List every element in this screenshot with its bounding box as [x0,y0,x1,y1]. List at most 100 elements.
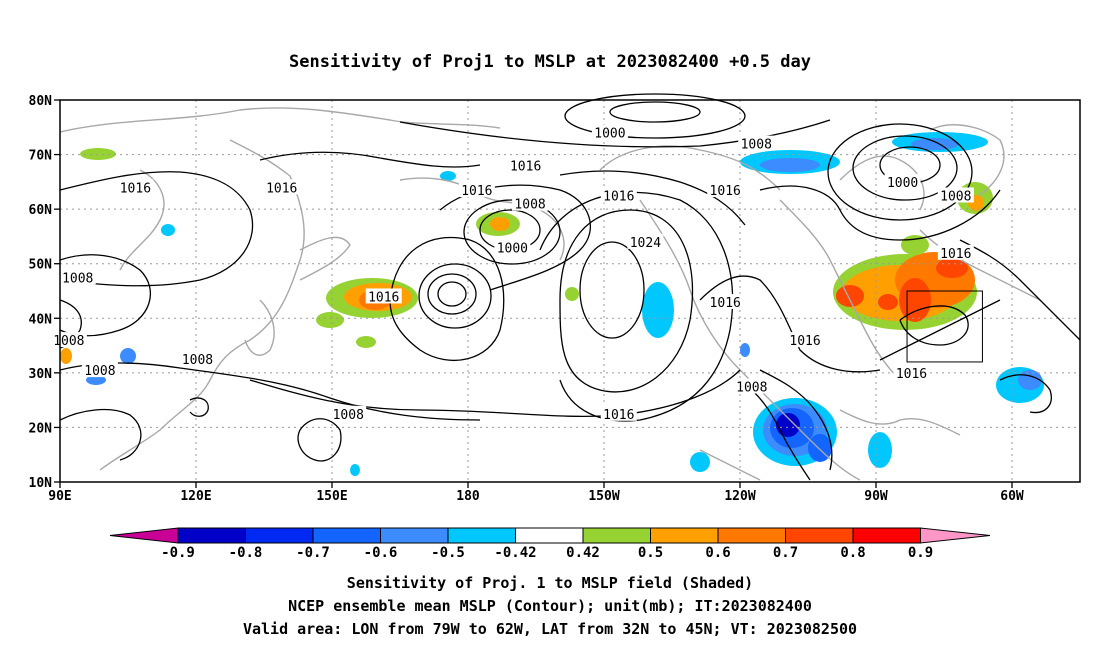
caption-line-2: NCEP ensemble mean MSLP (Contour); unit(… [288,597,812,615]
longitude-axis: 90E 120E 150E 180 150W 120W 90W 60W [48,482,1024,504]
contour-label-text: 1008 [514,198,545,213]
lon-tick-label: 90E [48,489,71,504]
colorbar-max-arrow [920,527,991,544]
contour-label: 1000 [591,124,628,142]
colorbar-tick-label: 0.6 [705,545,730,561]
map-area: 1000 1008 1016 1016 1000 1008 1016 1016 1016 1008… [50,93,1081,483]
contour-label: 1024 [627,233,664,251]
colorbar-segment [785,527,854,544]
contour-label: 1008 [81,362,118,379]
colorbar-segment [515,527,584,544]
contour-label-text: 1016 [710,184,741,199]
contour-label: 1008 [733,378,770,396]
contour-label-text: 1016 [710,296,741,311]
colorbar-tick-label: -0.6 [364,545,398,561]
contour-label-text: 1016 [940,247,971,262]
colorbar-segment [447,527,516,544]
contour-label-text: 1024 [630,236,661,251]
colorbar-tick-label: 0.42 [566,545,600,561]
colorbar-tick-label: 0.9 [908,545,933,561]
contour-label-text: 1016 [510,159,541,174]
lat-tick-label: 30N [29,367,53,382]
lon-tick-label: 150E [316,489,347,504]
lat-tick-label: 20N [29,421,53,436]
contour-label: 1016 [458,182,495,199]
lat-tick-label: 10N [29,476,53,491]
contour-label-text: 1016 [266,181,297,196]
caption-line-3: Valid area: LON from 79W to 62W, LAT fro… [242,620,858,638]
colorbar-segment [245,527,314,544]
contour-label: 1016 [707,293,744,311]
colorbar-segment [650,527,719,544]
contour-label-text: 1016 [896,367,927,382]
colorbar-tick-label: 0.8 [840,545,865,561]
contour-label-text: 1008 [182,353,213,368]
colorbar-segment [717,527,786,544]
contour-label-text: 1008 [84,364,115,379]
lat-tick-label: 70N [29,149,53,164]
contour-label-text: 1016 [603,190,634,205]
lon-tick-label: 120W [724,489,755,504]
contour-label: 1016 [600,405,637,423]
lon-tick-label: 150W [588,489,619,504]
lat-tick-label: 50N [29,258,53,273]
coastlines [59,107,1041,481]
contour-label-text: 1016 [368,290,399,305]
lon-tick-label: 120E [180,489,211,504]
valid-area-box [906,290,983,363]
contour-label: 1016 [365,288,402,305]
lon-tick-label: 180 [456,489,480,504]
contour-label-text: 1008 [333,408,364,423]
contour-label-text: 1008 [741,138,772,153]
colorbar-min-arrow [109,527,179,544]
latitude-axis: 80N 70N 60N 50N 40N 30N 20N 10N [29,94,60,491]
contour-label: 1008 [179,351,216,368]
colorbar-tick-label: 0.5 [638,545,663,561]
lat-tick-label: 40N [29,312,53,327]
contour-label-text: 1008 [62,271,93,286]
colorbar-segment [380,527,449,544]
colorbar-segment [312,527,381,544]
map-title: Sensitivity of Proj1 to MSLP at 20230824… [289,52,811,72]
contour-label: 1016 [787,332,824,349]
contour-label-text: 1016 [461,184,492,199]
lon-tick-label: 60W [1000,489,1024,504]
contour-label-text: 1008 [736,381,767,396]
colorbar: -0.9 -0.8 -0.7 -0.6 -0.5 -0.42 0.42 0.5 0.6 0.7 0.… [109,527,991,561]
contour-label: 1016 [117,179,154,196]
contour-label: 1016 [707,182,744,199]
contour-label: 1016 [600,187,637,205]
contour-label: 1016 [937,244,974,262]
contour-label-text: 1008 [940,190,971,205]
contour-labels: 1000 1008 1016 1016 1000 1008 1016 1016 1016 1008… [50,124,974,423]
contour-label: 1000 [494,239,531,256]
colorbar-tick-label: -0.9 [161,545,195,561]
colorbar-segment [582,527,651,544]
colorbar-tick-label: -0.8 [229,545,263,561]
lat-tick-label: 60N [29,203,53,218]
contour-label: 1016 [263,179,300,196]
colorbar-tick-label: -0.42 [494,545,536,561]
contour-label-text: 1000 [887,176,918,191]
contour-label: 1000 [884,173,921,191]
contour-label: 1008 [738,135,775,153]
colorbar-segment [852,527,921,544]
lon-tick-label: 90W [864,489,888,504]
contour-label-text: 1000 [594,127,625,142]
colorbar-tick-label: 0.7 [773,545,798,561]
sensitivity-shading [60,132,1044,476]
contour-label: 1016 [893,364,930,382]
contour-label: 1008 [330,405,367,423]
colorbar-tick-label: -0.7 [296,545,330,561]
colorbar-tick-label: -0.5 [431,545,465,561]
contour-label-text: 1016 [120,181,151,196]
contour-label-text: 1008 [53,334,84,349]
contour-label: 1008 [512,195,549,213]
colorbar-segment [177,527,246,544]
contour-label: 1008 [59,269,96,286]
contour-label: 1008 [937,187,974,205]
contour-label: 1008 [50,332,87,349]
contour-label-text: 1016 [789,334,820,349]
contour-label-text: 1000 [497,241,528,256]
